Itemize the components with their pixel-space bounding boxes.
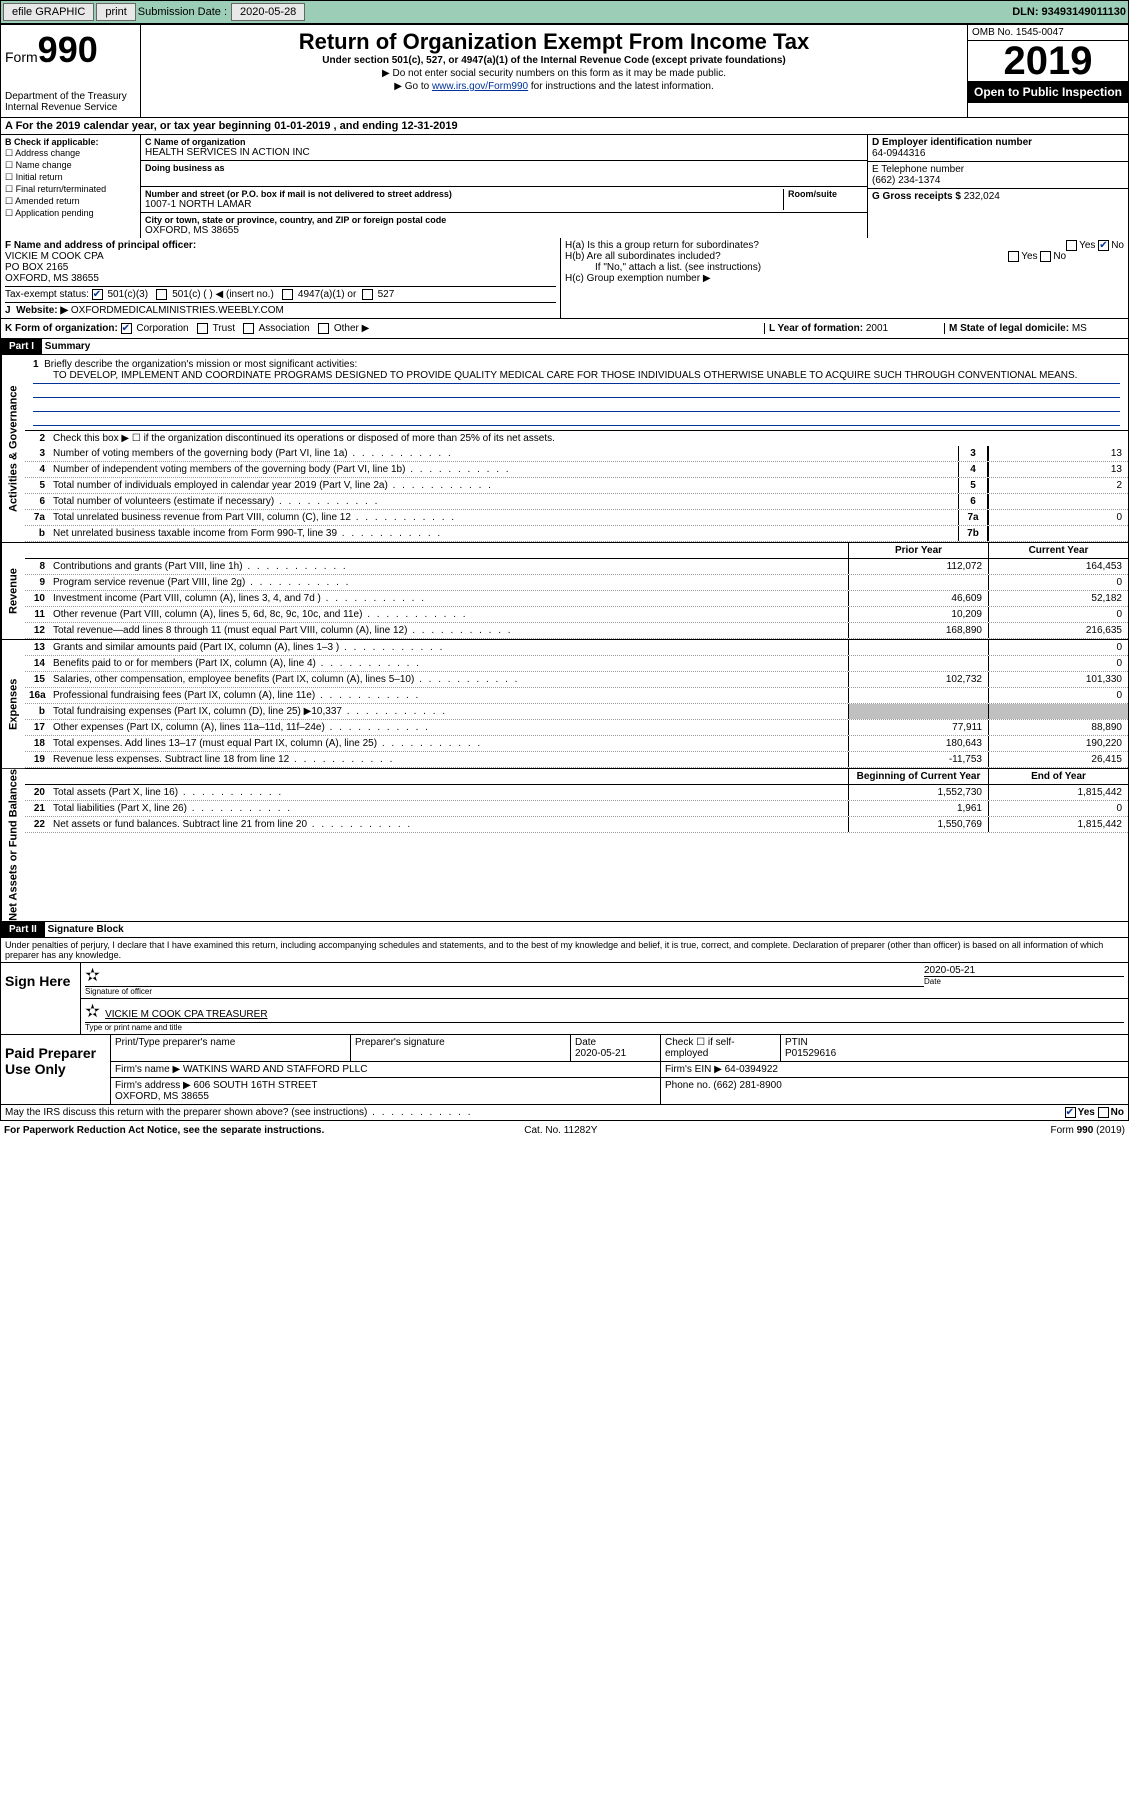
- chk-other[interactable]: [318, 323, 329, 334]
- telephone: (662) 234-1374: [872, 175, 1124, 186]
- form-header: Form990 Department of the Treasury Inter…: [0, 24, 1129, 118]
- hb-no[interactable]: [1040, 251, 1051, 262]
- year-formation: 2001: [866, 323, 888, 334]
- expenses-section: Expenses 13Grants and similar amounts pa…: [0, 640, 1129, 769]
- discuss-yes[interactable]: [1065, 1107, 1076, 1118]
- col-b: B Check if applicable: ☐ Address change …: [1, 135, 141, 238]
- ptin: P01529616: [785, 1048, 836, 1059]
- note-ssn: ▶ Do not enter social security numbers o…: [145, 68, 963, 79]
- part1-header: Part I Summary: [0, 339, 1129, 355]
- chk-address[interactable]: ☐ Address change: [5, 148, 136, 159]
- chk-4947[interactable]: [282, 289, 293, 300]
- chk-501c3[interactable]: [92, 289, 103, 300]
- org-name: HEALTH SERVICES IN ACTION INC: [145, 147, 863, 158]
- hc-label: H(c) Group exemption number ▶: [565, 273, 1124, 284]
- officer-sig-name: VICKIE M COOK CPA TREASURER: [105, 1009, 267, 1020]
- ha-label: H(a) Is this a group return for subordin…: [565, 240, 759, 251]
- ha-no[interactable]: [1098, 240, 1109, 251]
- col-d: D Employer identification number64-09443…: [868, 135, 1128, 238]
- officer-name: VICKIE M COOK CPA: [5, 251, 556, 262]
- form-title: Return of Organization Exempt From Incom…: [145, 29, 963, 55]
- firm-ein: 64-0394922: [725, 1064, 778, 1075]
- prep-date: 2020-05-21: [575, 1048, 626, 1059]
- sign-here-block: Sign Here ✫Signature of officer 2020-05-…: [0, 963, 1129, 1035]
- website: OXFORDMEDICALMINISTRIES.WEEBLY.COM: [71, 305, 284, 316]
- revenue-section: Revenue Prior YearCurrent Year 8Contribu…: [0, 543, 1129, 640]
- prep-self-emp[interactable]: Check ☐ if self-employed: [661, 1035, 781, 1062]
- open-inspection: Open to Public Inspection: [968, 81, 1128, 103]
- state-domicile: MS: [1072, 323, 1087, 334]
- submission-date: 2020-05-28: [231, 3, 305, 21]
- chk-527[interactable]: [362, 289, 373, 300]
- ha-yes[interactable]: [1066, 240, 1077, 251]
- tax-status-label: Tax-exempt status:: [5, 289, 89, 300]
- firm-phone: (662) 281-8900: [713, 1080, 781, 1091]
- period-line: A For the 2019 calendar year, or tax yea…: [0, 118, 1129, 135]
- irs-link[interactable]: www.irs.gov/Form990: [432, 81, 528, 92]
- sign-here-label: Sign Here: [1, 963, 81, 1034]
- officer-addr2: OXFORD, MS 38655: [5, 273, 556, 284]
- col-c: C Name of organization HEALTH SERVICES I…: [141, 135, 868, 238]
- ein: 64-0944316: [872, 148, 1124, 159]
- chk-corp[interactable]: [121, 323, 132, 334]
- dln: DLN: 93493149011130: [1012, 6, 1126, 18]
- chk-final[interactable]: ☐ Final return/terminated: [5, 184, 136, 195]
- info-block: B Check if applicable: ☐ Address change …: [0, 135, 1129, 238]
- gross-receipts: 232,024: [964, 191, 1000, 202]
- line2: Check this box ▶ ☐ if the organization d…: [49, 431, 1128, 446]
- top-toolbar: efile GRAPHIC print Submission Date : 20…: [0, 0, 1129, 24]
- note-link: ▶ Go to www.irs.gov/Form990 for instruct…: [145, 81, 963, 92]
- hb-yes[interactable]: [1008, 251, 1019, 262]
- submission-label: Submission Date :: [138, 6, 227, 18]
- org-city: OXFORD, MS 38655: [145, 225, 863, 236]
- page-footer: For Paperwork Reduction Act Notice, see …: [0, 1121, 1129, 1140]
- chk-pending[interactable]: ☐ Application pending: [5, 208, 136, 219]
- discuss-row: May the IRS discuss this return with the…: [0, 1105, 1129, 1121]
- mission-text: TO DEVELOP, IMPLEMENT AND COORDINATE PRO…: [33, 370, 1120, 384]
- hb-label: H(b) Are all subordinates included?: [565, 251, 721, 262]
- chk-name[interactable]: ☐ Name change: [5, 160, 136, 171]
- print-btn[interactable]: print: [96, 3, 135, 21]
- side-rev: Revenue: [1, 543, 25, 639]
- side-exp: Expenses: [1, 640, 25, 768]
- dept-treasury: Department of the Treasury Internal Reve…: [5, 91, 136, 113]
- chk-assoc[interactable]: [243, 323, 254, 334]
- row-f-h: F Name and address of principal officer:…: [0, 238, 1129, 319]
- row-k-l-m: K Form of organization: Corporation Trus…: [0, 319, 1129, 339]
- efile-btn[interactable]: efile GRAPHIC: [3, 3, 94, 21]
- chk-amended[interactable]: ☐ Amended return: [5, 196, 136, 207]
- hb-note: If "No," attach a list. (see instruction…: [565, 262, 1124, 273]
- side-na: Net Assets or Fund Balances: [1, 769, 25, 921]
- officer-addr1: PO BOX 2165: [5, 262, 556, 273]
- discuss-no[interactable]: [1098, 1107, 1109, 1118]
- activities-governance: Activities & Governance 1 Briefly descri…: [0, 355, 1129, 543]
- chk-501c[interactable]: [156, 289, 167, 300]
- part2-header: Part II Signature Block: [0, 922, 1129, 938]
- form-subtitle: Under section 501(c), 527, or 4947(a)(1)…: [145, 55, 963, 66]
- sign-date: 2020-05-21: [924, 965, 975, 976]
- firm-name: WATKINS WARD AND STAFFORD PLLC: [183, 1064, 367, 1075]
- chk-initial[interactable]: ☐ Initial return: [5, 172, 136, 183]
- net-assets-section: Net Assets or Fund Balances Beginning of…: [0, 769, 1129, 922]
- paid-prep-label: Paid Preparer Use Only: [1, 1035, 111, 1104]
- org-street: 1007-1 NORTH LAMAR: [145, 199, 783, 210]
- side-ag: Activities & Governance: [1, 355, 25, 542]
- chk-trust[interactable]: [197, 323, 208, 334]
- penalty-text: Under penalties of perjury, I declare th…: [0, 938, 1129, 963]
- tax-year: 2019: [968, 41, 1128, 81]
- paid-preparer-block: Paid Preparer Use Only Print/Type prepar…: [0, 1035, 1129, 1105]
- form-number: Form990: [5, 29, 136, 71]
